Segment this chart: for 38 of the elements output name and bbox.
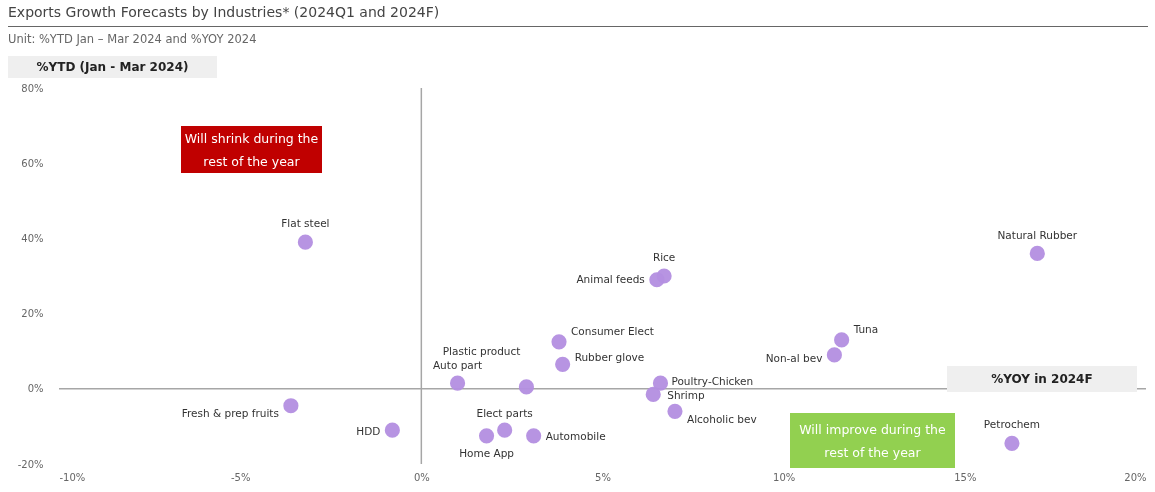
axis-title-box: %YOY in 2024F [947,366,1137,392]
x-tick-label: -10% [59,471,86,483]
annotation: Rice [652,251,676,263]
annotation: Natural Rubber [997,229,1078,242]
annotation: Non-al bev [765,351,823,364]
annotation: Poultry-Chicken [671,375,754,388]
y-tick-label: 80% [21,82,44,94]
annotation: HDD [356,425,381,438]
x-tick-label: -5% [230,471,251,483]
x-tick-label: 0% [413,471,430,483]
annotation: Petrochem [983,418,1041,431]
annotation: Alcoholic bev [686,413,757,426]
annotation: Home App [459,446,515,459]
y-tick-label: 60% [21,157,44,169]
x-tick-label: 15% [954,471,977,483]
annotation: Consumer Elect [571,324,654,337]
annotation: Automobile [545,429,606,442]
annotation: Flat steel [281,217,330,230]
chart-subtitle: Unit: %YTD Jan – Mar 2024 and %YOY 2024 [8,32,257,46]
annotation: Rubber glove [574,351,645,364]
annotation: Elect parts [476,407,533,420]
annotation: Tuna [852,322,879,335]
x-tick-label: 20% [1124,471,1147,483]
x-tick-label: 5% [595,471,611,483]
annotation: Shrimp [667,389,706,402]
annotation: Auto part [432,359,483,372]
axis-title-box: %YTD (Jan - Mar 2024) [8,56,217,78]
x-tick-label: 10% [773,471,796,483]
note-box: Will shrink during the rest of the year [181,126,322,173]
y-tick-label: 20% [21,308,44,320]
y-tick-label: 40% [21,232,44,244]
y-tick-label: -20% [17,458,44,470]
note-box: Will improve during the rest of the year [790,413,955,468]
annotation: Fresh & prep fruits [181,406,279,419]
annotation: Plastic product [442,344,521,357]
y-tick-label: 0% [27,383,44,395]
chart-title: Exports Growth Forecasts by Industries* (2024Q1 and 2024F) [8,4,1148,27]
annotation: Animal feeds [576,272,645,285]
